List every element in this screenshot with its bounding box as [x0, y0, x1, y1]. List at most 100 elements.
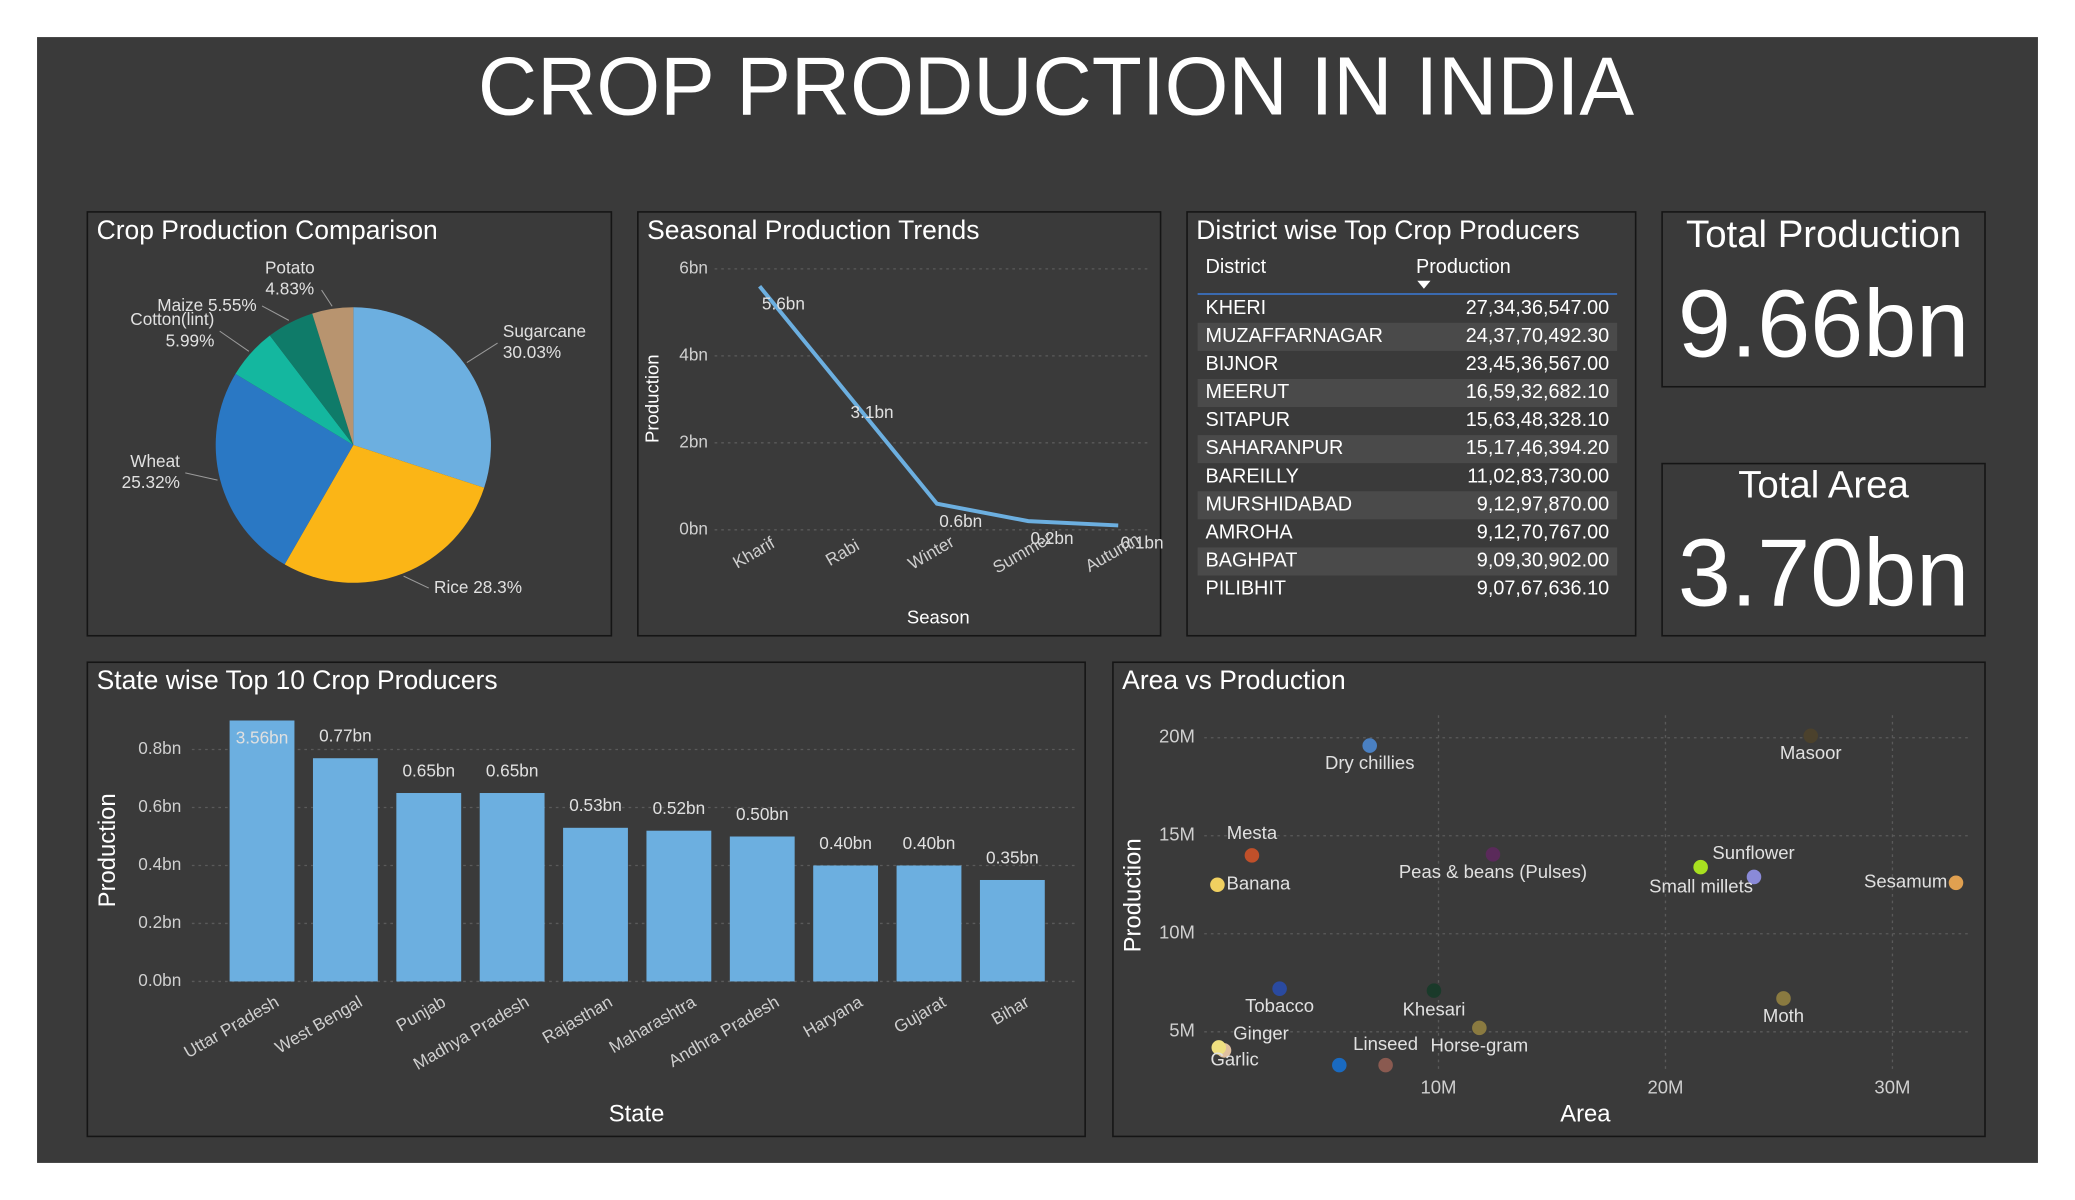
- data-label: 0.40bn: [819, 833, 872, 853]
- data-label: 0.50bn: [736, 804, 789, 824]
- y-tick-label: 5M: [1169, 1020, 1195, 1041]
- table-cell: 11,02,83,730.00: [1467, 465, 1609, 487]
- point-label: Ginger: [1233, 1022, 1289, 1043]
- leader-line: [321, 289, 333, 307]
- table-cell: 24,37,70,492.30: [1466, 325, 1609, 347]
- data-label: 0.6bn: [939, 511, 982, 531]
- panel: [637, 211, 1162, 637]
- scatter-point: [1472, 1020, 1487, 1036]
- y-tick-label: 0.8bn: [138, 738, 181, 758]
- scatter-point: [1210, 877, 1225, 893]
- sort-arrow: [1417, 280, 1431, 289]
- line-series: [758, 285, 1119, 528]
- table-cell: MUZAFFARNAGAR: [1206, 325, 1383, 347]
- table-cell: KHERI: [1206, 297, 1267, 319]
- column-header[interactable]: District: [1206, 256, 1267, 278]
- row-band: [1197, 322, 1618, 351]
- data-label: 0.52bn: [653, 798, 706, 818]
- table-cell: 15,63,48,328.10: [1466, 409, 1609, 431]
- kpi-value: 9.66bn: [1678, 271, 1969, 377]
- panel: [1661, 462, 1986, 637]
- bar: [896, 865, 962, 982]
- panel-title: Seasonal Production Trends: [647, 215, 979, 245]
- scatter-point: [1948, 875, 1964, 891]
- value-label: 25.32%: [122, 472, 180, 492]
- pie-label: Rice 28.3%: [434, 577, 522, 597]
- table-cell: BAREILLY: [1206, 465, 1299, 487]
- leader-line: [219, 330, 250, 352]
- y-tick-label: 10M: [1159, 922, 1195, 943]
- y-axis-title: Production: [642, 354, 663, 443]
- scatter-point: [1211, 1040, 1227, 1055]
- y-axis-title: Production: [94, 793, 121, 907]
- kpi-value: 3.70bn: [1678, 520, 1969, 626]
- table-cell: 27,34,36,547.00: [1466, 297, 1609, 319]
- data-label: 0.2bn: [1031, 528, 1074, 548]
- category-name: Cotton(lint): [130, 309, 214, 329]
- y-tick-label: 6bn: [679, 257, 708, 277]
- table-cell: BAGHPAT: [1206, 550, 1298, 572]
- data-label: 0.53bn: [569, 795, 622, 815]
- scatter-point: [1244, 848, 1260, 863]
- table-body: KHERI 27,34,36,547.00 MUZAFFARNAGAR 24,37,7…: [1197, 297, 1618, 600]
- data-label: 5.6bn: [762, 293, 805, 313]
- scatter-point: [1272, 981, 1287, 996]
- table-cell: MURSHIDABAD: [1206, 493, 1353, 515]
- leader-line: [403, 575, 429, 589]
- table-cell: SITAPUR: [1206, 409, 1290, 431]
- table-cell: PILIBHIT: [1206, 578, 1286, 600]
- y-tick-label: 2bn: [679, 431, 708, 451]
- y-tick-label: 20M: [1159, 726, 1195, 747]
- point-label: Horse-gram: [1430, 1034, 1528, 1055]
- scatter-point: [1426, 983, 1442, 998]
- pie-label: Maize 5.55%: [157, 295, 256, 315]
- table-cell: 9,09,30,902.00: [1477, 550, 1609, 572]
- bar: [646, 830, 712, 982]
- x-axis-title: Season: [907, 606, 970, 627]
- point-label: Sesamum: [1864, 871, 1947, 892]
- category-name: Sugarcane: [503, 321, 586, 341]
- bar: [396, 793, 462, 982]
- bar: [229, 720, 295, 982]
- table-cell: BIJNOR: [1206, 353, 1279, 375]
- scatter-point: [1693, 859, 1708, 875]
- data-label: 0.65bn: [402, 760, 455, 780]
- data-label: 0.65bn: [486, 760, 539, 780]
- column-header[interactable]: Production: [1416, 256, 1511, 278]
- y-tick-label: 0bn: [679, 518, 708, 538]
- data-label: 0.40bn: [903, 833, 956, 853]
- value-label: 30.03%: [503, 342, 561, 362]
- table-cell: 9,12,97,870.00: [1477, 493, 1609, 515]
- point-label: Moth: [1763, 1005, 1804, 1026]
- x-tick-label: 30M: [1874, 1077, 1910, 1098]
- value-label: 4.83%: [265, 279, 314, 299]
- point-label: Khesari: [1403, 998, 1466, 1019]
- table-cell: 15,17,46,394.20: [1466, 437, 1609, 459]
- bar: [479, 793, 545, 982]
- kpi-label: Total Production: [1686, 213, 1961, 256]
- value-label: 5.55%: [208, 295, 257, 315]
- scatter-point: [1803, 728, 1819, 744]
- table-cell: 16,59,32,682.10: [1466, 381, 1609, 403]
- pie-slice: [353, 307, 491, 488]
- pie-slice: [215, 373, 354, 565]
- row-band: [1197, 378, 1618, 408]
- panel-title: Crop Production Comparison: [97, 215, 438, 245]
- pie-slice: [269, 313, 354, 446]
- value-label: 5.99%: [166, 330, 215, 350]
- y-tick-label: 15M: [1159, 824, 1195, 845]
- scatter-point: [1485, 847, 1501, 862]
- page-title: CROP PRODUCTION IN INDIA: [478, 41, 1635, 132]
- data-label: 0.35bn: [986, 847, 1039, 867]
- row-band: [1197, 491, 1618, 520]
- y-tick-label: 0.6bn: [138, 796, 181, 816]
- pie-slice: [284, 445, 485, 583]
- bar: [813, 865, 879, 982]
- bar: [729, 836, 795, 982]
- point-label: Dry chillies: [1325, 752, 1414, 773]
- row-band: [1197, 435, 1618, 464]
- value-label: 28.3%: [473, 577, 522, 597]
- data-label: 3.1bn: [851, 402, 894, 422]
